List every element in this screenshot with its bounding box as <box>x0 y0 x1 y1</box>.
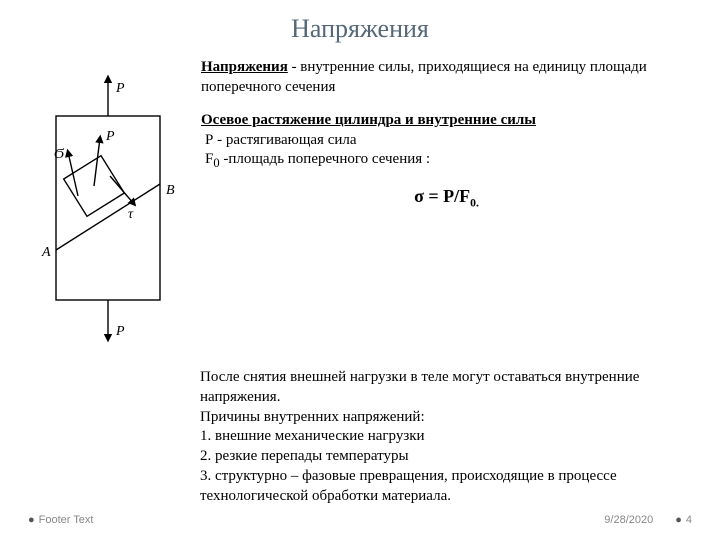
var-p-line: Р - растягивающая сила <box>205 131 692 151</box>
footer-text: Footer Text <box>39 514 94 526</box>
diagram: P P Ϭ Pτ A B <box>28 58 193 354</box>
causes-block: После снятия внешней нагрузки в теле мог… <box>28 368 692 507</box>
content-row: P P Ϭ Pτ A B Напряжения - внутренние силы, пр… <box>28 58 692 354</box>
footer-page: 4 <box>686 514 692 526</box>
formula: σ = P/F0. <box>201 185 692 211</box>
svg-text:A: A <box>41 245 51 260</box>
footer: ●Footer Text 9/28/2020 ●4 <box>0 514 720 526</box>
footer-right: 9/28/2020 ●4 <box>604 514 692 526</box>
formula-eq: = P/F <box>424 186 470 206</box>
var-f-rest: -площадь поперечного сечения : <box>220 151 430 167</box>
bullet-icon: ● <box>675 514 682 526</box>
residual-stress-p: После снятия внешней нагрузки в теле мог… <box>200 368 692 408</box>
section-heading: Осевое растяжение цилиндра и внутренние … <box>201 112 536 128</box>
definition-term: Напряжения <box>201 59 288 75</box>
definition-paragraph: Напряжения - внутренние силы, приходящие… <box>201 58 692 97</box>
formula-sigma: σ <box>414 186 424 206</box>
bullet-icon: ● <box>28 514 35 526</box>
text-column: Напряжения - внутренние силы, приходящие… <box>193 58 692 354</box>
svg-text:P: P <box>105 129 115 144</box>
var-f-line: F0 -площадь поперечного сечения : <box>205 150 692 171</box>
cause-2: 2. резкие перепады температуры <box>200 447 692 467</box>
svg-text:τ: τ <box>128 207 134 222</box>
footer-page-wrap: ●4 <box>675 514 692 526</box>
formula-sub: 0. <box>470 197 479 210</box>
causes-intro: Причины внутренних напряжений: <box>200 408 692 428</box>
footer-date: 9/28/2020 <box>604 514 653 526</box>
svg-text:P: P <box>115 81 125 96</box>
slide-title: Напряжения <box>28 14 692 44</box>
axial-section: Осевое растяжение цилиндра и внутренние … <box>201 111 692 211</box>
svg-text:B: B <box>166 183 175 198</box>
cause-1: 1. внешние механические нагрузки <box>200 427 692 447</box>
svg-text:P: P <box>115 324 125 339</box>
cause-3: 3. структурно – фазовые превращения, про… <box>200 467 692 507</box>
footer-left: ● Footer Text <box>28 514 93 526</box>
svg-text:Ϭ: Ϭ <box>54 147 65 162</box>
